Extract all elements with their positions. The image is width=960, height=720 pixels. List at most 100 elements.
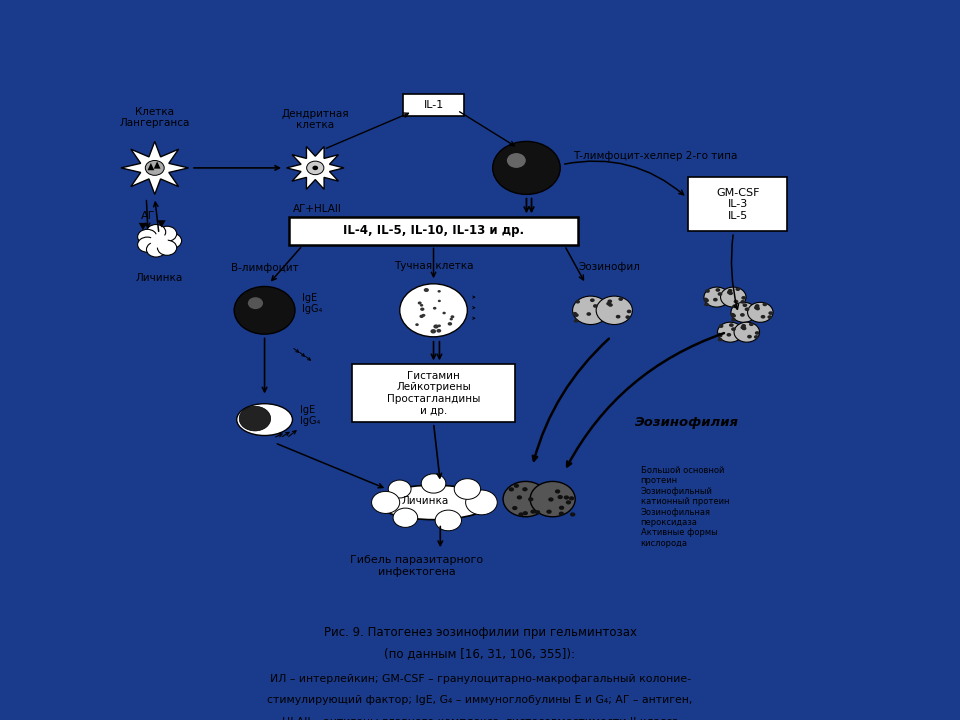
Circle shape: [388, 480, 411, 498]
Circle shape: [234, 287, 295, 334]
Text: Личинка: Личинка: [401, 496, 448, 506]
Circle shape: [393, 508, 418, 527]
Circle shape: [569, 496, 574, 500]
Circle shape: [747, 335, 752, 338]
Circle shape: [435, 510, 462, 531]
Circle shape: [438, 300, 441, 302]
Circle shape: [564, 495, 569, 500]
Circle shape: [734, 322, 759, 342]
Text: IgE
IgG₄: IgE IgG₄: [301, 293, 323, 315]
Circle shape: [147, 225, 166, 240]
Circle shape: [522, 487, 528, 491]
Ellipse shape: [237, 404, 293, 436]
Circle shape: [755, 304, 759, 308]
Circle shape: [728, 289, 732, 292]
Circle shape: [742, 327, 747, 330]
Circle shape: [512, 506, 517, 510]
Text: Личинка: Личинка: [135, 273, 182, 282]
Circle shape: [615, 315, 620, 318]
Circle shape: [718, 334, 723, 338]
FancyBboxPatch shape: [289, 217, 578, 245]
Polygon shape: [286, 146, 344, 189]
Circle shape: [754, 306, 758, 310]
Circle shape: [239, 406, 271, 431]
Circle shape: [372, 491, 399, 513]
Circle shape: [742, 303, 747, 307]
Circle shape: [608, 303, 612, 307]
Circle shape: [607, 302, 611, 305]
Polygon shape: [138, 223, 147, 230]
Circle shape: [735, 287, 740, 291]
Circle shape: [137, 237, 156, 252]
Circle shape: [438, 325, 441, 327]
Text: ИЛ – интерлейкин; GM-CSF – гранулоцитарно-макрофагальный колоние-: ИЛ – интерлейкин; GM-CSF – гранулоцитарн…: [270, 674, 690, 684]
Circle shape: [731, 313, 735, 317]
Circle shape: [548, 498, 554, 502]
Circle shape: [760, 315, 765, 319]
Circle shape: [740, 325, 745, 329]
Text: Эозинофилия: Эозинофилия: [635, 416, 739, 429]
Circle shape: [729, 292, 732, 295]
Circle shape: [514, 484, 519, 488]
Circle shape: [756, 307, 760, 310]
Circle shape: [150, 234, 168, 248]
Text: В-лимфоцит: В-лимфоцит: [230, 264, 299, 273]
Circle shape: [719, 324, 724, 328]
Text: HLAII – антигены главного комплекса  гистосовместимости II класса: HLAII – антигены главного комплекса гист…: [281, 716, 679, 720]
Circle shape: [312, 166, 318, 170]
Circle shape: [768, 311, 773, 315]
Circle shape: [729, 323, 733, 327]
Circle shape: [705, 299, 709, 302]
Circle shape: [420, 315, 423, 318]
Circle shape: [741, 324, 746, 328]
Circle shape: [516, 495, 522, 500]
Text: АГ: АГ: [141, 210, 156, 220]
Circle shape: [574, 313, 579, 317]
Circle shape: [559, 511, 564, 516]
Circle shape: [248, 297, 263, 309]
Circle shape: [503, 482, 548, 517]
Circle shape: [145, 161, 164, 176]
Text: Клетка
Лангерганса: Клетка Лангерганса: [120, 107, 190, 128]
Circle shape: [418, 302, 421, 305]
Circle shape: [147, 242, 166, 257]
Text: (по данным [16, 31, 106, 355]):: (по данным [16, 31, 106, 355]):: [385, 647, 575, 661]
Circle shape: [706, 289, 709, 293]
Circle shape: [731, 302, 756, 323]
Circle shape: [590, 298, 594, 302]
Circle shape: [732, 305, 737, 308]
Circle shape: [420, 304, 423, 307]
Circle shape: [443, 312, 445, 315]
Polygon shape: [148, 163, 155, 170]
Circle shape: [745, 307, 750, 311]
Circle shape: [740, 300, 745, 304]
Circle shape: [306, 161, 324, 175]
Circle shape: [430, 329, 436, 333]
Polygon shape: [154, 161, 160, 168]
Circle shape: [507, 153, 526, 168]
Text: Гистамин
Лейкотриены
Простагландины
и др.: Гистамин Лейкотриены Простагландины и др…: [387, 371, 480, 415]
Text: Дендритная
клетка: Дендритная клетка: [281, 109, 349, 130]
Circle shape: [421, 314, 425, 317]
Circle shape: [740, 313, 745, 317]
Circle shape: [575, 300, 580, 304]
Circle shape: [717, 333, 722, 336]
Text: Большой основной
протеин
Эозинофильный
катионный протеин
Эозинофильная
пероксида: Большой основной протеин Эозинофильный к…: [640, 466, 729, 548]
Circle shape: [433, 325, 439, 328]
Circle shape: [718, 338, 722, 341]
Circle shape: [162, 233, 181, 248]
Circle shape: [518, 513, 524, 516]
Circle shape: [593, 304, 598, 308]
Circle shape: [559, 505, 564, 510]
Text: Гибель паразитарного
инфектогена: Гибель паразитарного инфектогена: [350, 555, 483, 577]
Circle shape: [528, 498, 534, 501]
Circle shape: [732, 318, 736, 322]
Circle shape: [416, 323, 419, 326]
Circle shape: [754, 335, 758, 339]
Circle shape: [727, 333, 732, 337]
Text: Эозинофил: Эозинофил: [578, 262, 640, 272]
Circle shape: [767, 315, 772, 319]
FancyBboxPatch shape: [352, 364, 515, 422]
Circle shape: [762, 302, 767, 306]
Circle shape: [565, 500, 571, 505]
